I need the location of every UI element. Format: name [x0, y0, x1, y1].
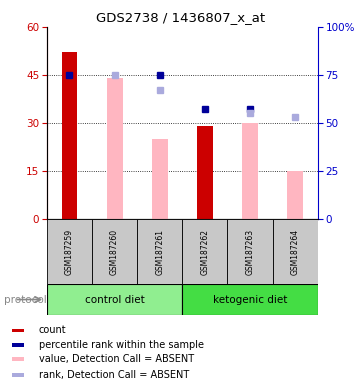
Text: GSM187260: GSM187260: [110, 228, 119, 275]
Bar: [47, 284, 182, 315]
Bar: [273, 219, 318, 284]
Bar: [227, 219, 273, 284]
Bar: [12, 358, 24, 361]
Text: GDS2738 / 1436807_x_at: GDS2738 / 1436807_x_at: [96, 12, 265, 25]
Text: GSM187263: GSM187263: [245, 228, 255, 275]
Text: GSM187264: GSM187264: [291, 228, 300, 275]
Text: rank, Detection Call = ABSENT: rank, Detection Call = ABSENT: [39, 370, 189, 380]
Bar: [12, 329, 24, 332]
Text: GSM187262: GSM187262: [200, 228, 209, 275]
Text: GSM187259: GSM187259: [65, 228, 74, 275]
Bar: [12, 373, 24, 377]
Text: ketogenic diet: ketogenic diet: [213, 295, 287, 305]
Text: count: count: [39, 326, 67, 336]
Text: value, Detection Call = ABSENT: value, Detection Call = ABSENT: [39, 354, 194, 364]
Bar: [47, 219, 92, 284]
Bar: [182, 219, 227, 284]
Text: control diet: control diet: [85, 295, 144, 305]
Bar: [182, 284, 318, 315]
Bar: [62, 53, 77, 219]
Bar: [137, 219, 182, 284]
Text: percentile rank within the sample: percentile rank within the sample: [39, 340, 204, 350]
Bar: [242, 123, 258, 219]
Text: GSM187261: GSM187261: [155, 228, 164, 275]
Bar: [152, 139, 168, 219]
Bar: [92, 219, 137, 284]
Bar: [287, 171, 303, 219]
Text: protocol: protocol: [4, 295, 46, 305]
Bar: [107, 78, 122, 219]
Bar: [12, 343, 24, 347]
Bar: [197, 126, 213, 219]
